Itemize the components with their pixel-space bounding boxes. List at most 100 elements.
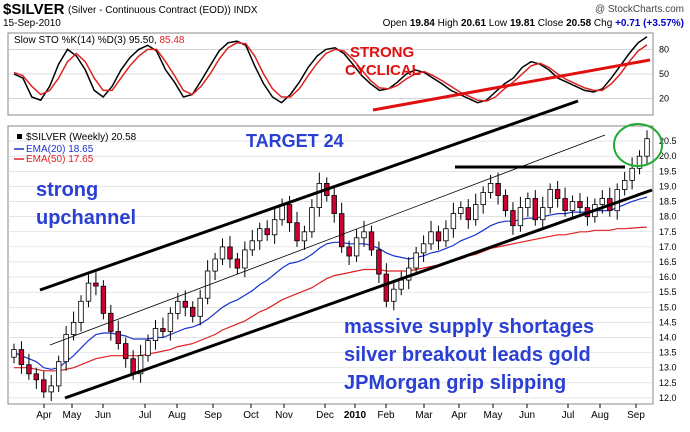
channel-upper-line [39, 99, 579, 292]
sto-annotation-cyclical: CYCLICAL [345, 62, 421, 79]
candle [145, 340, 151, 357]
candle [547, 189, 553, 209]
x-tick-label: Aug [591, 410, 609, 421]
candle [443, 228, 449, 242]
candle [249, 240, 255, 251]
candle [33, 373, 39, 381]
candle [644, 138, 650, 157]
candle [48, 385, 54, 393]
candle [331, 195, 337, 215]
price-y-tick: 19.0 [659, 181, 677, 191]
symbol-title: $SILVER [3, 1, 65, 18]
price-legend-title: $SILVER (Weekly) 20.58 [26, 132, 137, 143]
candle [517, 207, 524, 227]
x-tick-label: Oct [243, 410, 259, 421]
annotation-note-3: JPMorgan grip slipping [344, 372, 566, 394]
x-tick-label: Mar [415, 410, 433, 421]
annotation-upchannel: upchannel [36, 207, 136, 229]
candle [577, 201, 583, 208]
candle [212, 258, 218, 272]
candle [26, 364, 32, 375]
ema50-line [14, 226, 648, 372]
x-tick-label: Jun [519, 410, 535, 421]
legend-candle-swatch [17, 134, 22, 139]
candle [63, 334, 69, 363]
symbol-description: (Silver - Continuous Contract (EOD)) IND… [68, 5, 258, 16]
candle [599, 198, 605, 205]
price-y-tick: 15.5 [659, 287, 677, 297]
candle [525, 198, 531, 209]
candle [219, 246, 226, 260]
candle [115, 331, 121, 345]
sto-y-tick: 20 [659, 94, 669, 104]
price-y-tick: 19.5 [659, 166, 677, 176]
annotation-target: TARGET 24 [246, 131, 344, 151]
candle [361, 231, 367, 239]
price-y-tick: 14.0 [659, 333, 677, 343]
price-y-tick: 12.5 [659, 378, 677, 388]
candle [93, 282, 99, 287]
candle [85, 282, 92, 302]
candle [465, 207, 471, 221]
candle [391, 288, 397, 302]
x-tick-label: May [484, 410, 503, 421]
price-y-tick: 13.0 [659, 363, 677, 373]
candle [242, 249, 248, 269]
candle [428, 231, 434, 245]
candle [622, 179, 628, 190]
candle [137, 355, 144, 375]
candle [569, 201, 576, 212]
chart-date: 15-Sep-2010 [3, 18, 61, 29]
candle [532, 198, 538, 221]
candle [182, 300, 188, 308]
candle [368, 231, 375, 251]
channel-mid-line [49, 134, 606, 346]
candle [540, 207, 546, 221]
candle [383, 273, 389, 302]
candle [271, 219, 278, 236]
x-tick-label: Sep [204, 410, 222, 421]
candle [487, 182, 494, 193]
candle [286, 204, 293, 224]
price-y-tick: 16.5 [659, 257, 677, 267]
candle [338, 213, 345, 248]
candle [636, 155, 643, 169]
sto-k-line [13, 36, 648, 104]
x-tick-label: Sep [627, 410, 645, 421]
watermark: @ StockCharts.com [594, 4, 684, 15]
candle [100, 285, 107, 314]
x-tick-label: 2010 [344, 410, 367, 421]
annotation-strong: strong [36, 179, 98, 201]
candle [376, 249, 382, 275]
breakout-circle [613, 123, 663, 167]
candle [420, 243, 427, 254]
candle [167, 312, 174, 332]
candle [316, 182, 322, 208]
candle [11, 349, 17, 358]
ema50-legend: EMA(50) 17.65 [26, 154, 94, 165]
sto-d-line [13, 42, 648, 102]
x-tick-label: Feb [377, 410, 395, 421]
candle [264, 228, 270, 236]
price-y-tick: 17.0 [659, 242, 677, 252]
candle [294, 222, 300, 242]
x-tick-label: Nov [275, 410, 293, 421]
candle [398, 279, 404, 290]
sto-y-tick: 50 [659, 69, 669, 79]
candle [435, 231, 442, 242]
candle [346, 246, 352, 257]
annotation-note-1: massive supply shortages [344, 316, 594, 338]
candle [353, 237, 360, 257]
sto-legend: Slow STO %K(14) %D(3) 95.50, 85.48 [14, 35, 185, 46]
price-legend: $SILVER (Weekly) 20.58 EMA(20) 18.65 EMA… [14, 132, 137, 165]
sto-annotation-strong: STRONG [350, 44, 414, 61]
candle [130, 358, 136, 375]
ohlc-readout: Open 19.84 High 20.61 Low 19.81 Close 20… [382, 18, 684, 29]
x-tick-label: May [63, 410, 82, 421]
annotation-note-2: silver breakout leads gold [344, 344, 591, 366]
price-y-tick: 18.5 [659, 197, 677, 207]
price-y-tick: 16.0 [659, 272, 677, 282]
candle [197, 297, 203, 317]
price-y-tick: 18.0 [659, 212, 677, 222]
